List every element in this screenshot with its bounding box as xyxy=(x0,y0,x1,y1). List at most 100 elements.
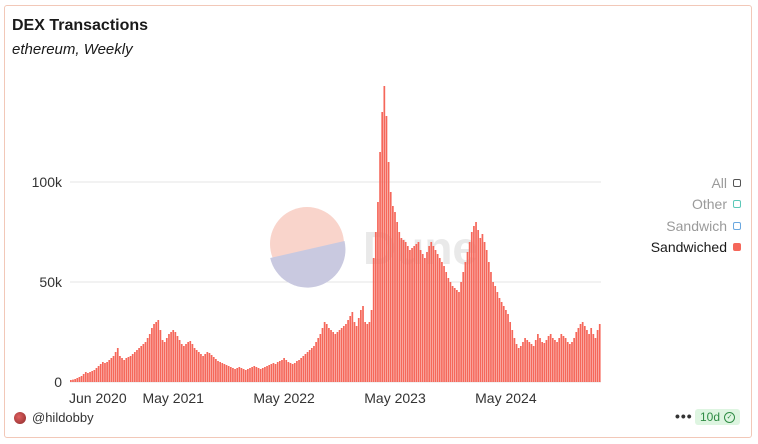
bar[interactable] xyxy=(394,212,396,382)
bar[interactable] xyxy=(458,292,460,382)
bar[interactable] xyxy=(161,340,164,382)
bar[interactable] xyxy=(133,352,136,382)
bar[interactable] xyxy=(505,310,507,382)
bar[interactable] xyxy=(138,348,140,382)
bar[interactable] xyxy=(537,334,539,382)
bar[interactable] xyxy=(445,272,448,382)
bar[interactable] xyxy=(451,286,454,382)
bar[interactable] xyxy=(528,342,531,382)
bar[interactable] xyxy=(285,360,288,382)
bar[interactable] xyxy=(114,352,117,382)
bar[interactable] xyxy=(426,252,428,382)
bar[interactable] xyxy=(515,344,518,382)
bar[interactable] xyxy=(479,238,482,382)
bar[interactable] xyxy=(225,365,228,382)
bar[interactable] xyxy=(234,369,236,382)
bar[interactable] xyxy=(583,326,586,382)
legend-item[interactable]: Other xyxy=(651,194,741,216)
bar[interactable] xyxy=(313,346,315,382)
bar[interactable] xyxy=(82,374,85,382)
bar[interactable] xyxy=(462,272,465,382)
bar[interactable] xyxy=(249,368,251,382)
bar[interactable] xyxy=(534,340,537,382)
bar[interactable] xyxy=(573,338,575,382)
bar[interactable] xyxy=(364,322,366,382)
bar[interactable] xyxy=(347,320,349,382)
bar[interactable] xyxy=(153,324,155,382)
bar[interactable] xyxy=(581,322,584,382)
bar[interactable] xyxy=(319,334,322,382)
refresh-badge[interactable]: 10d ✓ xyxy=(695,409,741,425)
bar[interactable] xyxy=(507,314,509,382)
bar[interactable] xyxy=(509,322,512,382)
bar[interactable] xyxy=(247,369,249,382)
bar[interactable] xyxy=(532,346,535,382)
bar[interactable] xyxy=(315,342,317,382)
bar[interactable] xyxy=(513,338,516,382)
bar[interactable] xyxy=(259,369,262,382)
bar[interactable] xyxy=(569,344,571,382)
bar[interactable] xyxy=(549,334,552,382)
bar[interactable] xyxy=(564,338,567,382)
bar[interactable] xyxy=(136,350,138,382)
bar[interactable] xyxy=(221,363,224,382)
bar[interactable] xyxy=(460,282,462,382)
bar[interactable] xyxy=(481,234,484,382)
bar[interactable] xyxy=(283,358,285,382)
bar[interactable] xyxy=(330,330,332,382)
bar[interactable] xyxy=(368,322,371,382)
bar[interactable] xyxy=(577,328,580,382)
bar[interactable] xyxy=(119,356,121,382)
bar[interactable] xyxy=(449,282,452,382)
bar[interactable] xyxy=(473,226,475,382)
bar[interactable] xyxy=(360,310,362,382)
bar[interactable] xyxy=(189,341,192,382)
bar[interactable] xyxy=(116,348,119,382)
bar[interactable] xyxy=(93,370,96,382)
bar[interactable] xyxy=(276,362,279,382)
bar[interactable] xyxy=(511,330,514,382)
bar[interactable] xyxy=(97,366,100,382)
bar[interactable] xyxy=(174,332,177,382)
bar[interactable] xyxy=(498,298,501,382)
bar[interactable] xyxy=(594,338,597,382)
bar[interactable] xyxy=(485,250,488,382)
bar[interactable] xyxy=(434,250,437,382)
bar[interactable] xyxy=(340,328,343,382)
bar[interactable] xyxy=(155,322,158,382)
bar[interactable] xyxy=(101,362,104,382)
bar[interactable] xyxy=(317,338,320,382)
bar[interactable] xyxy=(400,238,403,382)
author[interactable]: @hildobby xyxy=(14,410,94,425)
bar[interactable] xyxy=(244,370,247,382)
bar[interactable] xyxy=(204,354,207,382)
bar[interactable] xyxy=(468,242,471,382)
bar[interactable] xyxy=(406,246,409,382)
bar[interactable] xyxy=(321,328,324,382)
bar[interactable] xyxy=(522,342,524,382)
bar[interactable] xyxy=(362,306,364,382)
bar[interactable] xyxy=(270,364,273,382)
bar[interactable] xyxy=(210,355,213,382)
bar[interactable] xyxy=(554,340,556,382)
bar[interactable] xyxy=(176,336,179,382)
bar[interactable] xyxy=(261,368,264,382)
bar[interactable] xyxy=(296,361,298,382)
bar[interactable] xyxy=(306,352,309,382)
bar[interactable] xyxy=(195,350,198,382)
bar[interactable] xyxy=(566,342,569,382)
bar[interactable] xyxy=(411,248,413,382)
bar[interactable] xyxy=(381,112,384,382)
bar[interactable] xyxy=(492,282,494,382)
bar[interactable] xyxy=(490,272,492,382)
bar[interactable] xyxy=(475,222,477,382)
bar[interactable] xyxy=(387,162,390,382)
bar[interactable] xyxy=(268,365,271,382)
bar[interactable] xyxy=(560,334,563,382)
bar[interactable] xyxy=(443,266,445,382)
bar[interactable] xyxy=(571,342,573,382)
bar[interactable] xyxy=(80,376,83,382)
bar[interactable] xyxy=(370,310,373,382)
bar[interactable] xyxy=(332,332,335,382)
bar[interactable] xyxy=(76,378,79,382)
